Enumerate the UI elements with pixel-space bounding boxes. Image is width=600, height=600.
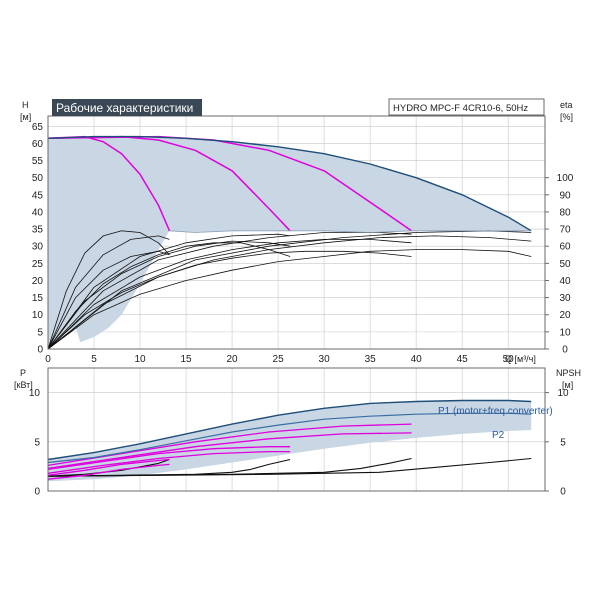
bottom-plot-curves xyxy=(47,399,532,480)
x-tick-label: 15 xyxy=(180,354,192,365)
y2-tick-label-eta: 60 xyxy=(559,242,571,253)
eta-curve xyxy=(47,250,170,350)
x-tick-label: 30 xyxy=(319,354,331,365)
y2-tick-label-eta: 30 xyxy=(559,293,571,304)
y2-tick-label-npsh: 10 xyxy=(557,388,569,399)
x-tick-label: 25 xyxy=(273,354,285,365)
y-tick-label-p: 0 xyxy=(34,487,40,498)
eta-curve xyxy=(47,235,532,350)
top-plot-curves xyxy=(47,135,532,350)
p2-curve xyxy=(47,412,532,464)
npsh-curve xyxy=(47,458,170,477)
reduced-speed-power-curve xyxy=(47,450,291,474)
y2-tick-label-eta: 20 xyxy=(559,310,571,321)
y-tick-label-h: 50 xyxy=(32,173,44,184)
x-tick-label: 45 xyxy=(457,354,469,365)
x-tick-label: 10 xyxy=(134,354,146,365)
reduced-speed-power-curve xyxy=(47,463,170,480)
chart-title: Рабочие характеристики xyxy=(56,101,193,115)
y2-axis-unit-eta: [%] xyxy=(560,112,573,122)
y-tick-label-h: 20 xyxy=(32,276,44,287)
top-plot-operating-area xyxy=(48,136,532,349)
title-badge xyxy=(52,99,202,116)
y2-tick-label-eta: 70 xyxy=(559,225,571,236)
axis-ticks: 0 5 10 15 20 25 30 35 40 45 5005101520253035404550… xyxy=(29,122,574,498)
eta-curve xyxy=(47,235,170,350)
x-tick-label: 5 xyxy=(91,354,97,365)
y-tick-label-h: 35 xyxy=(32,225,44,236)
operating-area xyxy=(48,136,532,349)
y-tick-label-h: 55 xyxy=(32,156,44,167)
reduced-speed-power-curve xyxy=(47,458,170,476)
model-label: HYDRO MPC-F 4CR10-6, 50Hz xyxy=(393,103,528,114)
power-band xyxy=(48,400,532,482)
y2-tick-label-npsh: 0 xyxy=(560,487,566,498)
series-label-p2: P2 xyxy=(492,430,505,441)
max-speed-curve xyxy=(47,135,532,232)
p1-curve xyxy=(47,399,532,461)
y-tick-label-h: 65 xyxy=(32,122,44,133)
y2-tick-label-eta: 50 xyxy=(559,259,571,270)
eta-curve xyxy=(47,240,291,350)
x-tick-label: 35 xyxy=(365,354,377,365)
x-tick-label: 20 xyxy=(227,354,239,365)
reduced-speed-power-curve xyxy=(47,432,412,470)
y-tick-label-p: 10 xyxy=(29,388,41,399)
x-tick-label: 50 xyxy=(503,354,515,365)
npsh-curve xyxy=(47,457,532,477)
y-tick-label-h: 40 xyxy=(32,207,44,218)
y2-tick-label-npsh: 5 xyxy=(560,437,566,448)
y2-tick-label-eta: 40 xyxy=(559,276,571,287)
x-tick-label: 0 xyxy=(45,354,51,365)
operating-floor-line xyxy=(169,230,532,233)
y-axis-unit-h: [м] xyxy=(20,112,31,122)
y-axis-unit-p: [кВт] xyxy=(14,380,33,390)
bottom-plot-frame xyxy=(47,367,546,492)
y-tick-label-p: 5 xyxy=(34,437,40,448)
y-axis-label-p: P xyxy=(20,368,26,378)
y-tick-label-h: 0 xyxy=(37,345,43,356)
top-plot-frame xyxy=(47,115,546,350)
y-tick-label-h: 5 xyxy=(37,327,43,338)
y-tick-label-h: 30 xyxy=(32,242,44,253)
y-axis-label-h: H xyxy=(22,100,29,110)
y-tick-label-h: 60 xyxy=(32,139,44,150)
eta-curve xyxy=(47,238,412,350)
y2-tick-label-eta: 0 xyxy=(562,345,568,356)
series-label-p1: P1 (motor+freq.converter) xyxy=(438,406,553,417)
model-box xyxy=(388,98,545,116)
y-tick-label-h: 10 xyxy=(32,310,44,321)
y-tick-label-h: 15 xyxy=(32,293,44,304)
eta-curve xyxy=(47,230,170,350)
bottom-plot-power-band xyxy=(48,400,532,482)
eta-curve xyxy=(47,250,412,350)
y2-axis-unit-npsh: [м] xyxy=(562,380,573,390)
y2-tick-label-eta: 10 xyxy=(559,327,571,338)
eta-curve xyxy=(47,233,291,350)
x-axis-label-q: Q [м³/ч] xyxy=(505,354,536,364)
y-tick-label-h: 45 xyxy=(32,190,44,201)
reduced-speed-power-curve xyxy=(47,423,412,467)
eta-curve xyxy=(47,249,532,350)
x-tick-label: 40 xyxy=(411,354,423,365)
y2-tick-label-eta: 80 xyxy=(559,207,571,218)
y2-axis-label-npsh: NPSH xyxy=(556,368,581,378)
y-tick-label-h: 25 xyxy=(32,259,44,270)
reduced-speed-power-curve xyxy=(47,446,291,471)
y2-axis-label-eta: eta xyxy=(560,100,573,110)
y2-tick-label-eta: 100 xyxy=(557,173,574,184)
y2-tick-label-eta: 90 xyxy=(559,190,571,201)
